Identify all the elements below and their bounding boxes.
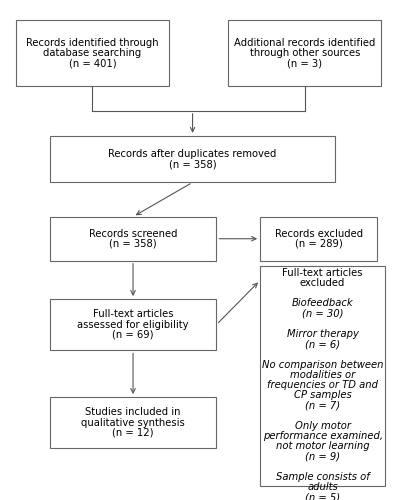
Bar [50, 136, 335, 182]
Text: qualitative synthesis: qualitative synthesis [81, 418, 185, 428]
Text: assessed for eligibility: assessed for eligibility [77, 320, 189, 330]
Text: (n = 12): (n = 12) [112, 428, 154, 438]
Bar [260, 266, 385, 486]
Text: Full-text articles: Full-text articles [93, 310, 173, 320]
Text: (n = 7): (n = 7) [305, 400, 340, 410]
Text: Records identified through: Records identified through [26, 38, 159, 48]
Text: Additional records identified: Additional records identified [234, 38, 375, 48]
Text: Biofeedback: Biofeedback [292, 298, 354, 308]
Text: Records after duplicates removed: Records after duplicates removed [109, 149, 277, 159]
Text: CP samples: CP samples [294, 390, 352, 400]
Text: database searching: database searching [43, 48, 141, 58]
Text: Full-text articles: Full-text articles [282, 268, 363, 278]
Text: not motor learning: not motor learning [276, 442, 369, 452]
Text: performance examined,: performance examined, [262, 431, 383, 441]
Text: No comparison between: No comparison between [262, 360, 383, 370]
Text: adults: adults [307, 482, 338, 492]
Bar [16, 20, 169, 86]
Text: (n = 358): (n = 358) [109, 239, 157, 249]
Text: modalities or: modalities or [290, 370, 355, 380]
Bar [50, 216, 216, 261]
Text: (n = 30): (n = 30) [302, 308, 343, 318]
Text: (n = 401): (n = 401) [68, 58, 116, 68]
Bar [50, 397, 216, 448]
Text: (n = 69): (n = 69) [112, 330, 154, 340]
Text: excluded: excluded [300, 278, 345, 288]
Text: Mirror therapy: Mirror therapy [287, 329, 358, 339]
Bar [228, 20, 381, 86]
Text: (n = 5): (n = 5) [305, 492, 340, 500]
Text: through other sources: through other sources [249, 48, 360, 58]
Text: Studies included in: Studies included in [85, 408, 181, 418]
Text: (n = 3): (n = 3) [287, 58, 322, 68]
Text: frequencies or TD and: frequencies or TD and [267, 380, 378, 390]
Text: (n = 6): (n = 6) [305, 339, 340, 349]
Text: Records excluded: Records excluded [275, 228, 362, 238]
Bar [50, 299, 216, 350]
Text: Sample consists of: Sample consists of [276, 472, 369, 482]
Text: (n = 358): (n = 358) [169, 159, 216, 169]
Bar [260, 216, 377, 261]
Text: (n = 289): (n = 289) [295, 239, 343, 249]
Text: Records screened: Records screened [89, 228, 177, 238]
Text: Only motor: Only motor [294, 421, 351, 431]
Text: (n = 9): (n = 9) [305, 452, 340, 462]
